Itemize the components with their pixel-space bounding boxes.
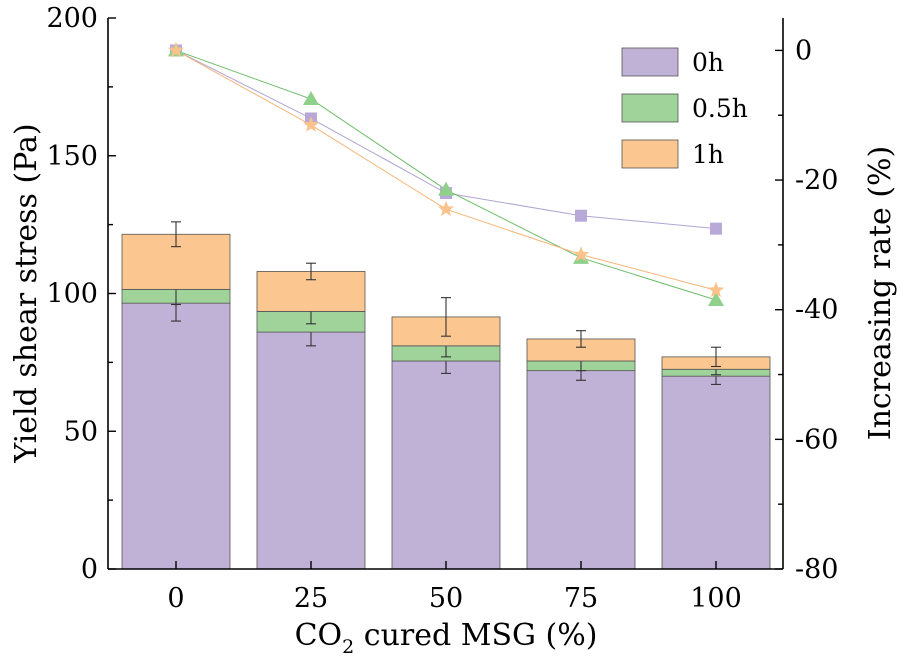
x-axis-title: CO2 cured MSG (%) [295,618,598,657]
y2-tick-label--80: -80 [795,554,838,585]
y2-tick-label-0: 0 [795,35,812,66]
rate-line-0_5h [175,49,717,301]
bar-0h-100 [661,375,771,570]
x-axis-title-main: CO [295,618,343,653]
x-axis-title-subscript: 2 [342,636,354,657]
legend-swatch-0h [621,47,679,77]
rate-marker-1h-25 [302,116,320,132]
x-tick-label-75: 75 [564,583,598,614]
rate-marker-1h-50 [437,200,455,217]
rate-line-1h [175,49,717,291]
bars-layer [121,221,771,570]
ticks-layer: 0 50 100 150 200 0 -20 -40 -60 -80 0 25 50 75 100 [46,3,838,614]
x-tick-label-25: 25 [294,583,328,614]
rate-marker-1h-75 [572,246,590,262]
legend-label-0h: 0h [692,48,724,77]
error-bar-1h-75 [576,330,586,348]
legend-label-0_5h: 0.5h [692,94,748,123]
x-axis-title-rest: cured MSG (%) [354,618,597,653]
x-tick-label-50: 50 [429,583,463,614]
y-tick-label-150: 150 [46,141,98,172]
rate-marker-0_5h-50 [438,181,454,196]
error-bar-1h-50 [441,297,451,337]
error-bar-1h-100 [711,346,721,368]
y2-axis-title: Increasing rate (%) [863,146,898,441]
bar-0h-25 [256,331,366,570]
y-axis-title: Yield shear stress (Pa) [9,123,44,463]
rate-marker-0h-75 [575,209,587,222]
legend-swatch-0_5h [621,93,679,123]
legend-swatch-1h [621,139,679,169]
y-tick-label-100: 100 [46,279,98,310]
rate-lines-layer [167,41,725,306]
error-bar-1h-25 [306,262,316,281]
legend-label-1h: 1h [692,140,724,169]
y2-tick-label--60: -60 [795,424,838,455]
rate-marker-0_5h-25 [303,91,319,106]
error-bar-1h-0 [171,221,181,248]
legend: 0h 0.5h 1h [621,47,748,169]
bar-0h-75 [526,370,636,570]
bar-0h-0 [121,302,231,570]
bar-0h-50 [391,360,501,570]
y-tick-label-200: 200 [46,3,98,34]
y2-tick-label--40: -40 [795,295,838,326]
rate-marker-0_5h-100 [708,291,724,306]
y2-tick-label--20: -20 [795,165,838,196]
rate-marker-1h-0 [167,41,185,58]
x-tick-label-100: 100 [690,583,742,614]
rate-marker-1h-100 [707,281,725,298]
y-tick-label-50: 50 [64,416,98,447]
rate-marker-0h-100 [710,222,722,235]
x-tick-label-0: 0 [167,583,184,614]
y-tick-label-0: 0 [81,554,98,585]
